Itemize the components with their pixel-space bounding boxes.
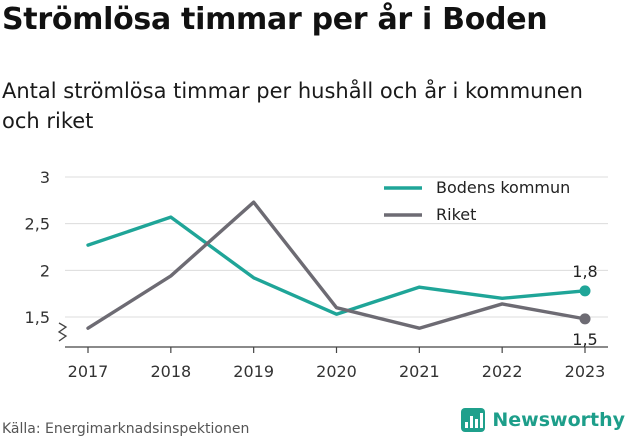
y-tick-label: 1,5 [25, 308, 50, 327]
y-tick-label: 2,5 [25, 215, 50, 234]
series-end-point [579, 313, 591, 325]
chart-subtitle: Antal strömlösa timmar per hushåll och å… [2, 79, 583, 133]
series-end-point [579, 285, 591, 297]
y-tick-label: 2 [40, 261, 50, 280]
newsworthy-logo-icon [461, 408, 486, 432]
y-tick-label: 3 [40, 168, 50, 187]
brand-logo: Newsworthy [461, 408, 625, 432]
brand-name: Newsworthy [492, 409, 625, 431]
x-tick-label: 2022 [482, 362, 523, 381]
line-chart: 1,5 2 2,5 3 2017 2018 2019 2020 2021 2022 2023 1,8 1… [25, 168, 608, 381]
series-line-1 [86, 200, 587, 330]
legend-label: Riket [436, 205, 476, 224]
series-line-0 [86, 215, 587, 316]
x-tick-label: 2020 [316, 362, 357, 381]
x-tick-label: 2019 [233, 362, 274, 381]
x-tick-label: 2023 [565, 362, 606, 381]
source-note: Källa: Energimarknadsinspektionen [2, 421, 250, 437]
x-tick-label: 2018 [150, 362, 191, 381]
axis-break-mark [57, 322, 68, 342]
legend-label: Bodens kommun [436, 178, 570, 197]
chart-title: Strömlösa timmar per år i Boden [2, 2, 548, 37]
x-tick-label: 2021 [399, 362, 440, 381]
x-tick-label: 2017 [68, 362, 109, 381]
end-value-label: 1,8 [572, 262, 597, 281]
end-value-label: 1,5 [572, 330, 597, 349]
